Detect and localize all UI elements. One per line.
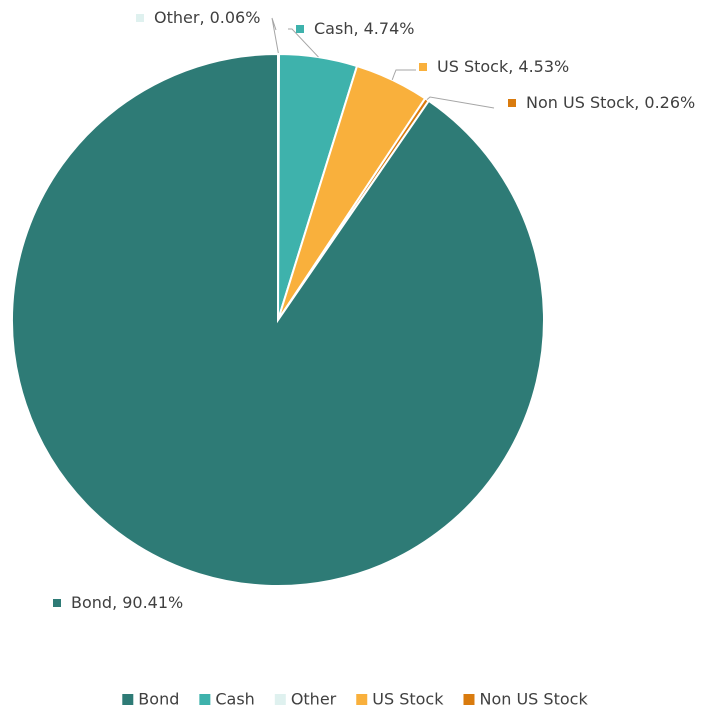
legend-label: Cash [215, 690, 254, 709]
label-value: 0.26% [644, 93, 695, 112]
leader-line [426, 96, 495, 109]
leader-line [288, 28, 319, 58]
label-swatch [296, 25, 304, 33]
data-label: Other, 0.06% [154, 8, 260, 27]
data-label: Bond, 90.41% [71, 593, 183, 612]
legend-swatch [199, 694, 211, 705]
label-separator: , [199, 8, 209, 27]
label-swatch [53, 599, 61, 607]
label-value: 4.74% [364, 19, 415, 38]
label-swatch [419, 63, 427, 71]
leader-line [391, 69, 416, 80]
label-separator: , [508, 57, 518, 76]
label-value: 0.06% [210, 8, 261, 27]
label-value: 4.53% [518, 57, 569, 76]
label-value: 90.41% [122, 593, 183, 612]
label-separator: , [634, 93, 644, 112]
pie-slice [11, 52, 545, 587]
label-name: US Stock [437, 57, 509, 76]
leader-line [271, 17, 279, 55]
label-name: Cash [314, 19, 353, 38]
label-name: Bond [71, 593, 112, 612]
data-label: Cash, 4.74% [314, 19, 414, 38]
legend-swatch [274, 694, 286, 705]
legend-label: Other [291, 690, 337, 709]
legend: Bond Cash Other US Stock Non US Stock [122, 690, 588, 709]
legend-swatch [356, 694, 368, 705]
legend-label: Non US Stock [479, 690, 588, 709]
data-label: Non US Stock, 0.26% [526, 93, 695, 112]
label-separator: , [353, 19, 363, 38]
legend-swatch [122, 694, 134, 705]
legend-swatch [463, 694, 475, 705]
label-swatch [136, 14, 144, 22]
label-separator: , [112, 593, 122, 612]
label-swatch [508, 99, 516, 107]
legend-label: Bond [138, 690, 179, 709]
label-name: Non US Stock [526, 93, 635, 112]
label-name: Other [154, 8, 200, 27]
legend-label: US Stock [372, 690, 444, 709]
data-label: US Stock, 4.53% [437, 57, 569, 76]
